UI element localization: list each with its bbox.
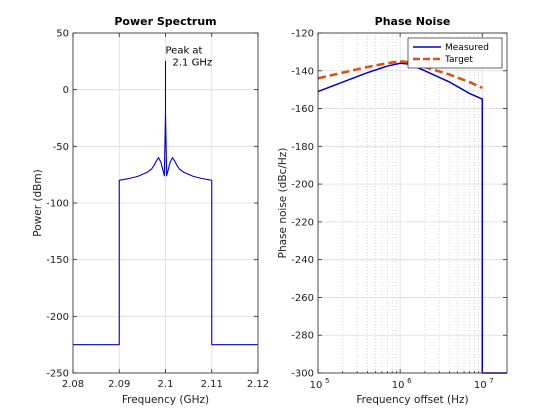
y-tick-label: -200 [46,312,69,323]
y-tick-label: -220 [291,217,314,228]
y-tick-label: -100 [46,199,69,210]
y-tick-label: -120 [291,29,314,40]
x-axis-label: Frequency offset (Hz) [356,394,468,406]
peak-annotation: Peak at [166,45,203,56]
y-axis-label: Phase noise (dBc/Hz) [277,148,289,259]
x-tick-label: 10 [474,380,487,391]
series-line-target [317,60,483,89]
peak-annotation: 2.1 GHz [173,57,213,68]
y-tick-label: -180 [291,142,314,153]
y-axis-label: Power (dBm) [32,169,44,236]
x-tick-label: 10 [310,380,323,391]
x-tick-exponent: 6 [407,377,412,385]
y-tick-label: -280 [291,331,314,342]
series-line [73,60,258,346]
y-tick-label: -250 [46,369,69,380]
chart-title: Power Spectrum [114,15,216,28]
y-tick-label: -140 [291,66,314,77]
chart-1: 2.08 2.09 2.1 2.11 2.12 50 0 -50 -100 -150 -200 -25… [32,15,269,406]
y-tick-label: -50 [53,142,69,153]
x-tick-label: 2.08 [62,379,84,390]
x-tick-exponent: 5 [325,377,329,385]
legend-label: Target [444,55,473,65]
y-tick-label: 50 [56,29,69,40]
x-tick-label: 2.09 [108,379,130,390]
y-tick-label: -150 [46,255,69,266]
y-tick-label: 0 [63,85,69,96]
x-tick-label: 2.12 [247,379,269,390]
y-tick-label: -200 [291,180,314,191]
legend-label: Measured [445,43,489,53]
plot-area [318,33,507,373]
x-tick-exponent: 7 [489,377,493,385]
legend-box [407,37,503,69]
y-tick-label: -260 [291,293,314,304]
x-tick-label: 2.1 [158,379,174,390]
x-tick-label: 2.11 [201,379,223,390]
axes-box [317,32,508,374]
x-tick-label: 10 [392,380,405,391]
chart-title: Phase Noise [375,15,451,28]
legend: Measured Target [407,37,503,69]
y-tick-label: -240 [291,255,314,266]
chart-2: 10 5 10 6 10 7-120-140-160-180-200-220-240-26… [277,15,508,406]
x-axis-label: Frequency (GHz) [122,394,209,406]
y-tick-label: -300 [291,369,314,380]
y-tick-label: -160 [291,104,314,115]
